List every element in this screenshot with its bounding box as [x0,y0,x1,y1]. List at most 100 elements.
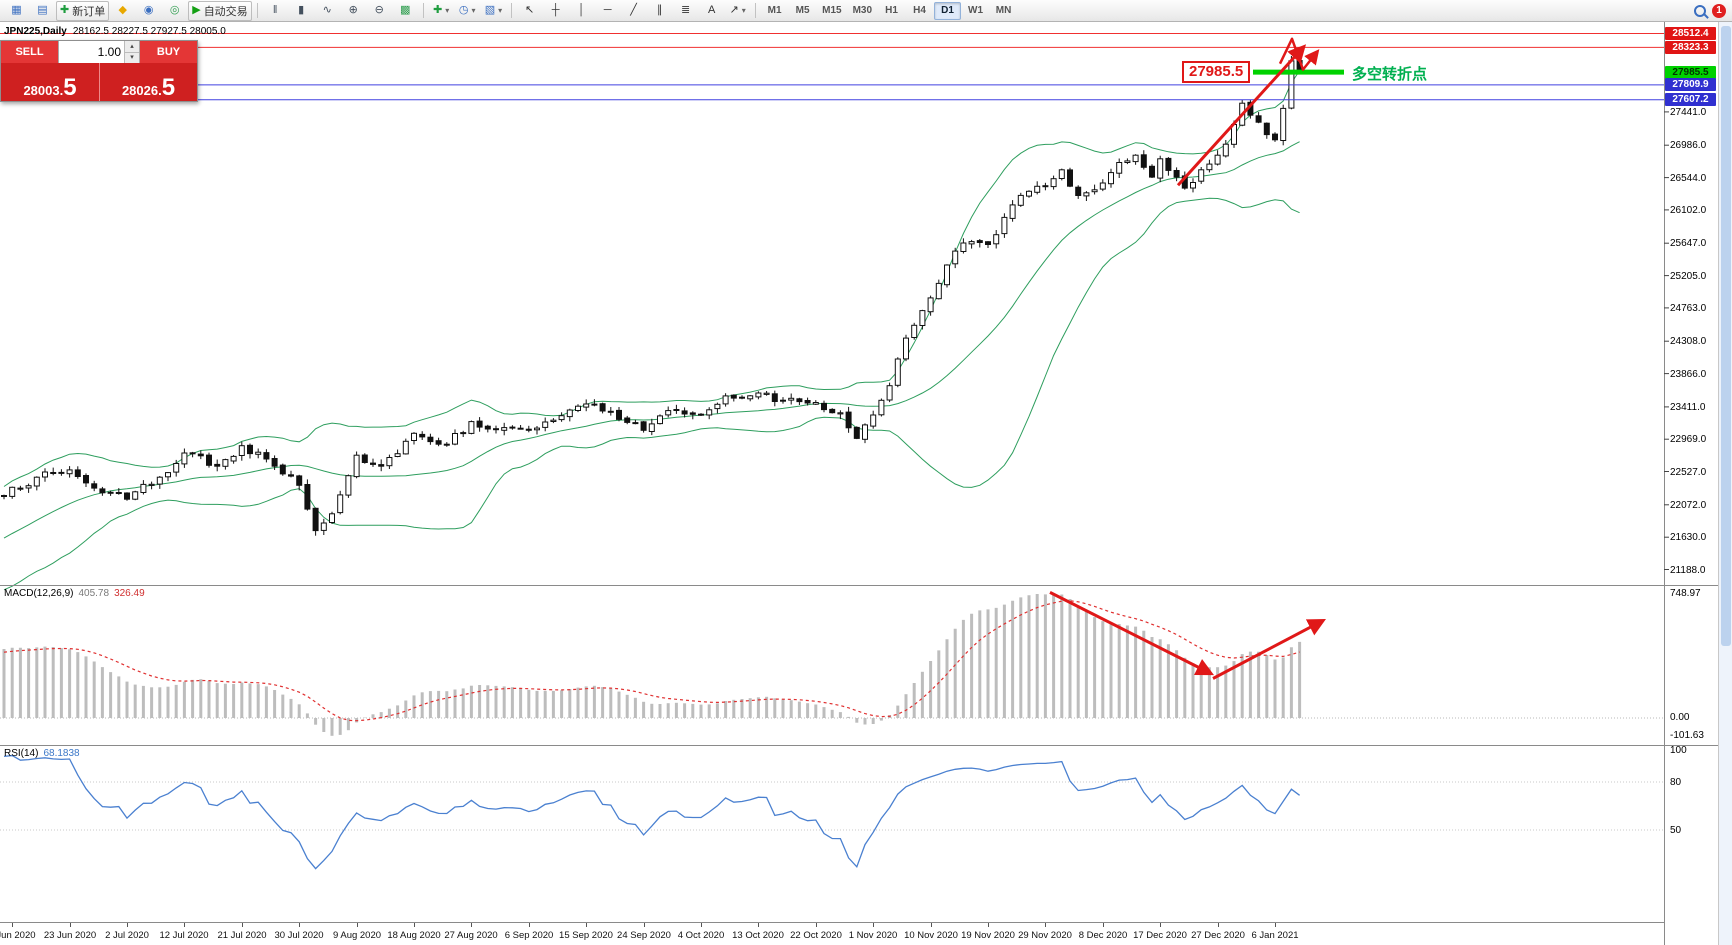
chart-canvas[interactable] [0,22,1732,945]
volume-up-button[interactable]: ▴ [125,41,139,52]
fibonacci-icon-glyph: ≣ [681,4,691,16]
tile-windows-icon-glyph: ▩ [399,4,411,16]
sell-price[interactable]: 28003. 5 [1,63,99,101]
scrollbar-thumb[interactable] [1721,26,1731,646]
toolbar-separator [755,3,757,18]
line-chart-icon-glyph: ∿ [322,4,332,16]
search-icon[interactable] [1694,4,1706,17]
toolbar-separator [511,3,513,18]
buy-price[interactable]: 28026. 5 [99,63,197,101]
date-tick [70,923,71,927]
text-icon-glyph: A [707,4,716,16]
date-label: 19 Nov 2020 [961,930,1015,941]
autotrading-button[interactable]: ▶ 自动交易 [188,0,252,21]
date-tick [644,923,645,927]
channel-icon[interactable]: ∥ [647,1,672,21]
cursor-icon[interactable]: ↖ [517,1,542,21]
macd-arrow [1212,619,1326,680]
templates-dropdown[interactable]: ▧ ▾ [481,1,506,21]
crosshair-icon[interactable]: ┼ [543,1,568,21]
rsi-indicator-label: RSI(14) 68.1838 [4,748,80,759]
vertical-line-icon[interactable]: │ [569,1,594,21]
tf-mn[interactable]: MN [990,2,1017,20]
tf-m1[interactable]: M1 [761,2,788,20]
rsi-axis-label: 50 [1670,825,1682,836]
one-click-trading-panel: SELL 1.00 ▴ ▾ BUY 28003. 5 28026. 5 [0,40,198,102]
trendline-icon[interactable]: ╱ [621,1,646,21]
indicators-dropdown[interactable]: ✚ ▾ [429,1,454,21]
horizontal-line-icon[interactable]: ─ [595,1,620,21]
arrows-icon[interactable]: ↗ ▾ [725,1,750,21]
date-label: 29 Nov 2020 [1018,930,1072,941]
date-label: 10 Nov 2020 [904,930,958,941]
date-label: 2 Jul 2020 [105,930,149,941]
date-axis[interactable]: 4 Jun 2020 23 Jun 2020 2 Jul 2020 12 Jul 20… [0,922,1664,945]
tf-m30[interactable]: M30 [848,2,877,20]
refresh-icon[interactable]: ◎ [162,1,187,21]
date-tick [242,923,243,927]
price-tick-label: 26544.0 [1670,173,1707,184]
macd-arrow [1049,591,1215,676]
date-tick [988,923,989,927]
tf-h4[interactable]: H4 [906,2,933,20]
candlestick-chart-icon-glyph: ▮ [298,4,305,16]
chart-window[interactable]: JPN225,Daily 28162.5 28227.5 27927.5 2800… [0,22,1732,945]
sell-button[interactable]: SELL [1,41,58,63]
date-tick [414,923,415,927]
price-axis[interactable]: 27441.0 26986.0 26544.0 26102.0 25647.0 25205… [1664,22,1718,945]
tf-m15[interactable]: M15 [817,2,846,20]
turning-point-label: 多空转折点 [1352,66,1428,83]
price-tick-label: 21630.0 [1670,532,1707,543]
indicators-dropdown-caret: ▾ [445,6,450,15]
chart-ohlc-header: JPN225,Daily 28162.5 28227.5 27927.5 2800… [4,26,226,37]
templates-dropdown-glyph: ▧ [484,4,496,16]
scrollbar[interactable] [1718,22,1732,945]
tf-m5[interactable]: M5 [789,2,816,20]
arrows-icon-glyph: ↗ [729,4,739,16]
macd-axis-label: 748.97 [1670,588,1701,599]
metaeditor-icon[interactable]: ◆ [110,1,135,21]
fibonacci-icon[interactable]: ≣ [673,1,698,21]
price-tick-label: 21188.0 [1670,565,1706,576]
bars-chart-icon[interactable]: ‖ [263,1,288,21]
tf-m30-label: M30 [852,5,873,16]
periods-dropdown-glyph: ◷ [458,4,469,16]
buy-price-main: 28026. [121,83,162,98]
bars-chart-icon-glyph: ‖ [272,4,278,16]
date-tick [931,923,932,927]
profiles-icon[interactable]: ▤ [30,1,55,21]
zoom-in-icon[interactable]: ⊕ [341,1,366,21]
tf-w1[interactable]: W1 [962,2,989,20]
date-label: 23 Jun 2020 [43,930,97,941]
periods-dropdown[interactable]: ◷ ▾ [455,1,480,21]
symbol-name: JPN225,Daily [4,26,67,37]
autotrading-button-glyph: ▶ [192,4,201,16]
refresh-icon-glyph: ◎ [169,4,180,16]
new-chart-icon[interactable]: ▦ [4,1,29,21]
candlestick-chart-icon[interactable]: ▮ [289,1,314,21]
community-icon[interactable]: ◉ [136,1,161,21]
volume-stepper: ▴ ▾ [124,41,139,63]
new-order-button[interactable]: ✚ 新订单 [56,0,110,21]
level-price-box: 27809.9 [1665,78,1716,91]
tile-windows-icon[interactable]: ▩ [393,1,418,21]
date-tick [1160,923,1161,927]
cursor-icon-glyph: ↖ [525,4,535,16]
buy-button[interactable]: BUY [140,41,197,63]
tf-h1[interactable]: H1 [878,2,905,20]
toolbar-separator [256,3,258,18]
volume-down-button[interactable]: ▾ [125,51,139,63]
text-icon[interactable]: A [699,1,724,21]
community-icon-glyph: ◉ [143,4,154,16]
trend-arrow [1176,44,1307,187]
zoom-out-icon[interactable]: ⊖ [367,1,392,21]
price-tick-label: 24763.0 [1670,303,1707,314]
indicators-dropdown-glyph: ✚ [433,4,443,16]
line-chart-icon[interactable]: ∿ [315,1,340,21]
bollinger-bands [3,70,1301,591]
buy-price-big-digit: 5 [161,74,176,101]
tf-d1[interactable]: D1 [934,1,962,20]
notification-badge[interactable]: 1 [1712,3,1726,18]
volume-input[interactable]: 1.00 [97,45,121,59]
level-price-box: 27985.5 [1665,66,1716,79]
